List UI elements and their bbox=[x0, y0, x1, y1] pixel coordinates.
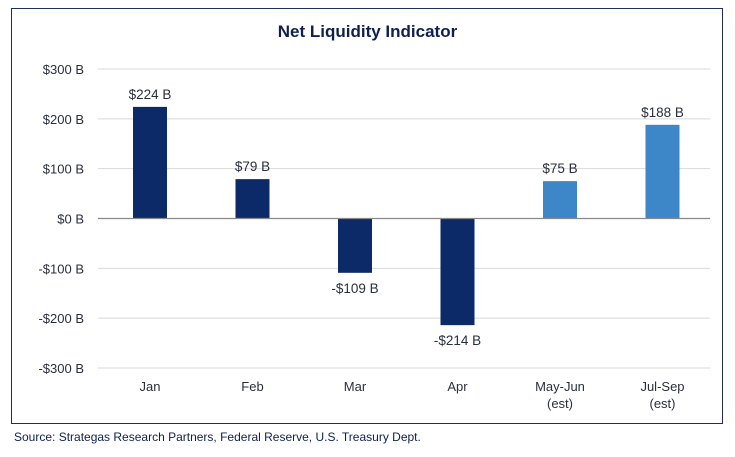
x-tick-label: Mar bbox=[344, 379, 367, 394]
y-tick-label: -$100 B bbox=[38, 261, 84, 276]
data-label: $224 B bbox=[129, 87, 172, 102]
data-label: -$109 B bbox=[331, 281, 378, 296]
chart-title: Net Liquidity Indicator bbox=[277, 22, 458, 41]
y-tick-label: $300 B bbox=[43, 62, 84, 77]
bar bbox=[235, 179, 270, 219]
bar bbox=[440, 218, 475, 326]
x-tick-label: (est) bbox=[547, 396, 573, 411]
x-tick-label: May-Jun bbox=[535, 379, 585, 394]
data-label: $188 B bbox=[641, 105, 684, 120]
y-tick-label: -$200 B bbox=[38, 311, 84, 326]
y-tick-label: $0 B bbox=[57, 212, 84, 227]
y-tick-label: $100 B bbox=[43, 162, 84, 177]
data-label: $75 B bbox=[542, 161, 577, 176]
y-tick-label: -$300 B bbox=[38, 361, 84, 376]
x-tick-label: Feb bbox=[241, 379, 263, 394]
chart-frame bbox=[11, 8, 723, 424]
data-label: $79 B bbox=[235, 159, 270, 174]
bar bbox=[645, 124, 680, 219]
bar bbox=[543, 181, 577, 219]
x-tick-label: (est) bbox=[650, 396, 676, 411]
bar bbox=[133, 106, 167, 219]
x-tick-label: Jul-Sep bbox=[640, 379, 684, 394]
source-note: Source: Strategas Research Partners, Fed… bbox=[14, 430, 421, 444]
y-tick-label: $200 B bbox=[43, 112, 84, 127]
x-tick-label: Jan bbox=[140, 379, 161, 394]
data-label: -$214 B bbox=[434, 333, 481, 348]
bar bbox=[338, 218, 372, 273]
x-tick-label: Apr bbox=[447, 379, 468, 394]
